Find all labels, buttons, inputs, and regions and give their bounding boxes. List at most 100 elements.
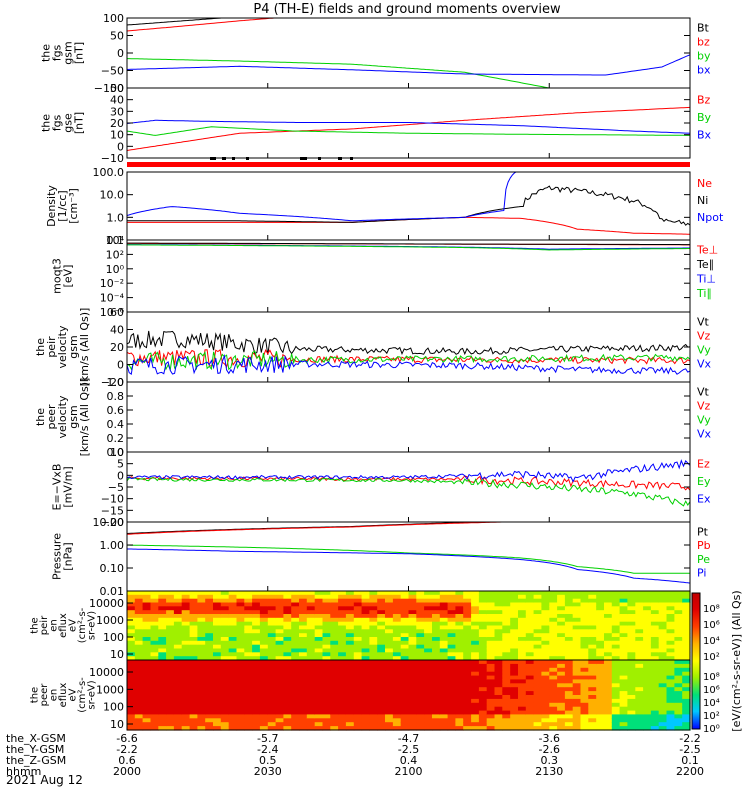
spectrogram-cell (400, 617, 410, 623)
spectrogram-cell (619, 640, 628, 646)
spectrogram-cell (306, 644, 316, 650)
spectrogram-cell (588, 591, 597, 596)
spectrogram-cell (299, 602, 308, 607)
spectrogram-cell (682, 614, 691, 619)
spectrogram-cell (525, 629, 535, 634)
spectrogram-cell (369, 648, 378, 653)
spectrogram-cell (572, 663, 582, 669)
spectrogram-cell (580, 652, 589, 657)
spectrogram-cell (173, 726, 183, 731)
spectrogram-cell (588, 698, 597, 704)
y-axis-label: sr-eV) (87, 611, 98, 640)
spectrogram-cell (643, 718, 652, 723)
spectrogram-cell (220, 722, 230, 727)
spectrogram-cell (275, 695, 284, 700)
spectrogram-cell (494, 718, 503, 723)
spectrogram-cell (322, 594, 331, 600)
spectrogram-cell (650, 698, 660, 704)
spectrogram-cell (471, 698, 480, 704)
spectrogram-cell (345, 722, 355, 727)
spectrogram-cell (205, 675, 214, 681)
spectrogram-cell (259, 652, 269, 657)
spectrogram-cell (588, 714, 597, 719)
spectrogram-cell (424, 667, 433, 673)
spectrogram-cell (291, 656, 300, 661)
spectrogram-cell (486, 594, 496, 600)
spectrogram-cell (252, 679, 261, 684)
spectrogram-cell (134, 683, 144, 688)
spectrogram-cell (463, 652, 472, 657)
spectrogram-cell (643, 691, 652, 696)
spectrogram-cell (228, 667, 238, 673)
spectrogram-cell (228, 606, 238, 611)
spectrogram-cell (338, 640, 347, 646)
y-tick-label: 0.01 (100, 585, 125, 598)
spectrogram-cell (432, 652, 441, 657)
spectrogram-cell (486, 598, 496, 604)
spectrogram-cell (306, 710, 316, 716)
spectrogram-cell (533, 698, 542, 704)
spectrogram-cell (291, 695, 300, 700)
spectrogram-cell (197, 663, 206, 669)
spectrogram-cell (635, 683, 644, 688)
spectrogram-cell (400, 710, 410, 716)
spectrogram-cell (252, 644, 261, 650)
spectrogram-cell (259, 594, 269, 600)
spectrogram-cell (400, 621, 410, 627)
spectrogram-cell (244, 614, 253, 619)
spectrogram-cell (588, 594, 597, 600)
spectrogram-cell (385, 671, 394, 677)
spectrogram-cell (361, 629, 370, 634)
spectrogram-cell (432, 726, 441, 731)
spectrogram-cell (549, 660, 558, 665)
spectrogram-cell (392, 598, 402, 604)
spectrogram-cell (369, 679, 378, 684)
spectrogram-cell (525, 726, 535, 731)
spectrogram-cell (525, 637, 535, 642)
spectrogram-cell (330, 671, 339, 677)
spectrogram-cell (392, 706, 402, 712)
spectrogram-cell (557, 679, 566, 684)
spectrogram-cell (299, 594, 308, 600)
spectrogram-cell (392, 660, 402, 665)
spectrogram-cell (306, 687, 316, 692)
spectrogram-cell (666, 621, 675, 627)
spectrogram-cell (635, 660, 644, 665)
spectrogram-cell (619, 660, 628, 665)
spectrogram-cell (416, 683, 425, 688)
spectrogram-cell (134, 702, 144, 708)
spectrogram-cell (557, 648, 566, 653)
spectrogram-cell (666, 675, 675, 681)
spectrogram-cell (604, 679, 613, 684)
spectrogram-cell (619, 637, 628, 642)
spectrogram-cell (252, 683, 261, 688)
y-tick-label: 1000 (96, 683, 124, 696)
spectrogram-cell (439, 602, 449, 607)
spectrogram-cell (525, 698, 535, 704)
spectrogram-cell (291, 726, 300, 731)
spectrogram-cell (416, 706, 425, 712)
spectrogram-cell (158, 698, 167, 704)
spectrogram-cell (353, 671, 363, 677)
spectrogram-cell (322, 695, 331, 700)
spectrogram-cell (486, 726, 496, 731)
spectrogram-cell (150, 656, 159, 661)
spectrogram-cell (478, 648, 488, 653)
spectrogram-cell (291, 591, 300, 596)
spectrogram-cell (228, 726, 238, 731)
spectrogram-cell (627, 675, 636, 681)
spectrogram-cell (236, 644, 245, 650)
spectrogram-cell (369, 663, 378, 669)
spectrogram-cell (478, 637, 488, 642)
spectrogram-cell (549, 663, 558, 669)
spectrogram-cell (392, 726, 402, 731)
spectrogram-cell (635, 621, 644, 627)
spectrogram-cell (432, 663, 441, 669)
legend-Te∥: Te∥ (696, 258, 714, 271)
spectrogram-cell (220, 691, 230, 696)
spectrogram-cell (385, 722, 394, 727)
spectrogram-cell (213, 675, 222, 681)
spectrogram-cell (205, 714, 214, 719)
spectrogram-cell (197, 656, 206, 661)
